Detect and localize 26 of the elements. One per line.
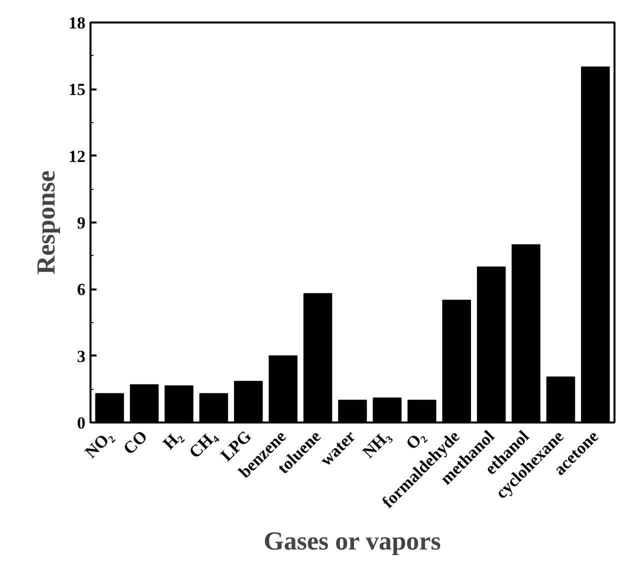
bar: [408, 400, 436, 422]
x-tick-label: CO: [120, 426, 152, 458]
x-tick-label: H₂: [159, 426, 186, 454]
bar: [199, 393, 228, 422]
bar: [442, 300, 471, 422]
x-axis-title: Gases or vapors: [264, 526, 441, 556]
y-tick-label: 9: [77, 214, 86, 232]
bar: [476, 266, 506, 422]
bar: [581, 66, 610, 422]
bar: [164, 385, 194, 422]
y-tick-label: 12: [68, 146, 86, 166]
bar: [372, 398, 402, 422]
y-tick-label: 18: [68, 14, 86, 32]
bar: [130, 384, 159, 422]
bar: [512, 244, 540, 422]
y-tick-label: 0: [77, 414, 86, 432]
bar: [234, 380, 263, 422]
bar: [303, 293, 332, 422]
y-tick-label: 3: [77, 346, 86, 366]
bar: [546, 376, 576, 422]
y-axis-title: Response: [32, 170, 60, 275]
x-tick-label: CH₄: [185, 426, 220, 462]
bar: [338, 400, 367, 422]
y-tick-label: 6: [77, 280, 86, 300]
y-tick-label: 15: [68, 80, 86, 100]
bar: [268, 355, 298, 422]
